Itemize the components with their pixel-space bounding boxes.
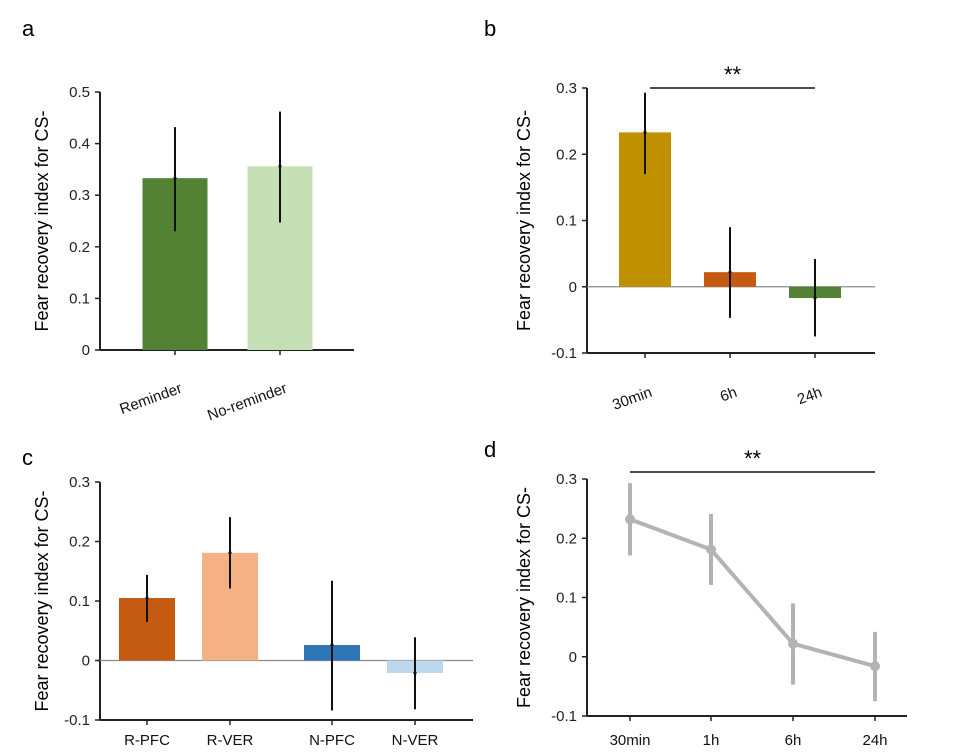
x-tick-label-d: 30min <box>610 732 651 749</box>
y-tick-label-d: 0.1 <box>556 590 577 607</box>
y-tick-label-c: 0.3 <box>69 474 90 491</box>
y-tick-label-a: 0.4 <box>69 136 90 153</box>
x-tick-label-b: 24h <box>795 384 824 409</box>
panel-label-a: a <box>22 16 35 41</box>
y-tick-label-c: 0 <box>82 653 90 670</box>
y-tick-label-a: 0.3 <box>69 187 90 204</box>
y-tick-label-a: 0.1 <box>69 290 90 307</box>
mean-marker-c <box>145 596 149 600</box>
y-tick-label-c: 0.2 <box>69 534 90 551</box>
x-tick-label-d: 6h <box>785 732 802 749</box>
x-tick-label-c: N-VER <box>392 732 439 749</box>
x-tick-label-c: R-VER <box>207 732 254 749</box>
y-tick-label-d: 0.3 <box>556 471 577 488</box>
y-axis-label-b: Fear recovery index for CS- <box>514 110 534 331</box>
data-point-d <box>788 638 798 649</box>
y-tick-label-b: 0.2 <box>556 146 577 163</box>
y-tick-label-a: 0 <box>82 342 90 359</box>
panel-label-c: c <box>22 445 33 470</box>
x-tick-label-d: 24h <box>862 732 887 749</box>
significance-label-d: ** <box>744 446 762 471</box>
mean-marker-a <box>173 176 177 180</box>
y-tick-label-d: 0 <box>569 649 577 666</box>
y-tick-label-a: 0.5 <box>69 84 90 101</box>
data-point-d <box>870 661 880 672</box>
mean-marker-b <box>813 296 817 300</box>
y-tick-label-a: 0.2 <box>69 239 90 256</box>
y-axis-label-a: Fear recovery index for CS- <box>32 110 52 331</box>
y-axis-label-c: Fear recovery index for CS- <box>32 490 52 711</box>
x-tick-label-c: R-PFC <box>124 732 170 749</box>
y-tick-label-b: 0.3 <box>556 80 577 97</box>
panel-label-d: d <box>484 437 496 462</box>
y-tick-label-b: -0.1 <box>551 345 577 362</box>
mean-marker-b <box>728 270 732 274</box>
series-line-d <box>629 517 876 669</box>
x-tick-label-a: No-reminder <box>205 380 289 424</box>
y-tick-label-b: 0 <box>569 279 577 296</box>
y-tick-label-d: -0.1 <box>551 708 577 725</box>
data-point-d <box>706 544 716 555</box>
x-tick-label-c: N-PFC <box>309 732 355 749</box>
data-point-d <box>625 514 635 525</box>
x-tick-label-a: Reminder <box>117 380 184 418</box>
mean-marker-c <box>330 643 334 647</box>
y-tick-label-d: 0.2 <box>556 530 577 547</box>
x-tick-label-b: 6h <box>718 384 739 406</box>
y-tick-label-b: 0.1 <box>556 213 577 230</box>
y-tick-label-c: -0.1 <box>64 712 90 729</box>
x-tick-label-d: 1h <box>703 732 720 749</box>
x-tick-label-b: 30min <box>610 384 654 414</box>
mean-marker-c <box>413 671 417 675</box>
y-tick-label-c: 0.1 <box>69 593 90 610</box>
y-axis-label-d: Fear recovery index for CS- <box>514 487 534 708</box>
panel-label-b: b <box>484 16 496 41</box>
mean-marker-b <box>643 130 647 134</box>
significance-label-b: ** <box>724 62 742 87</box>
mean-marker-c <box>228 551 232 555</box>
mean-marker-a <box>278 164 282 168</box>
